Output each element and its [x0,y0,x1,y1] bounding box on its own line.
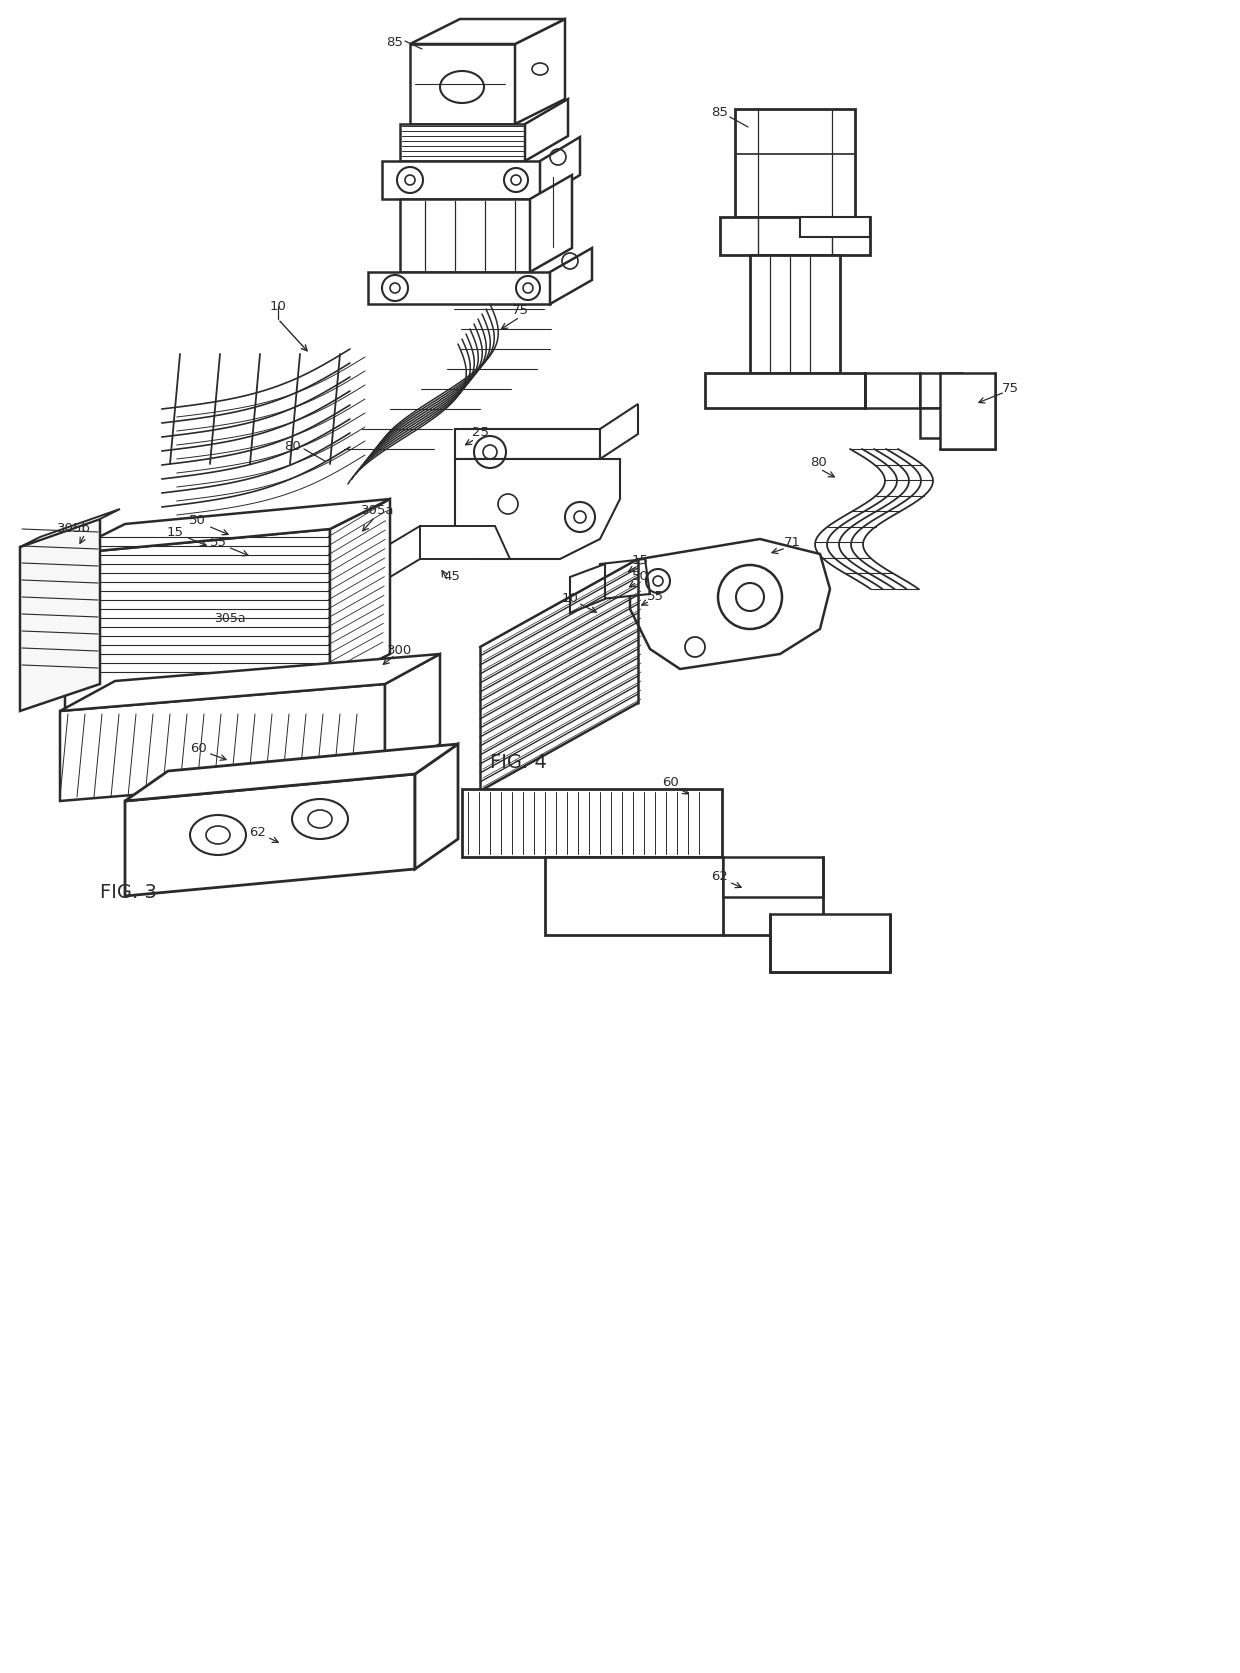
Text: 300: 300 [387,642,413,656]
Polygon shape [410,20,565,45]
Text: 305a: 305a [215,611,246,624]
Bar [735,110,856,217]
Text: FIG. 4: FIG. 4 [490,753,547,771]
Polygon shape [455,460,620,560]
Text: 80: 80 [284,440,300,453]
Bar [920,408,962,438]
Polygon shape [455,430,600,460]
Bar [920,373,962,408]
Text: 50: 50 [188,514,206,527]
Polygon shape [382,162,539,199]
Bar [770,915,890,972]
Text: 62: 62 [712,870,728,883]
Polygon shape [60,654,440,711]
Polygon shape [600,405,639,460]
Bar [750,256,839,373]
Polygon shape [410,45,515,125]
Text: 71: 71 [784,535,801,549]
Polygon shape [60,684,384,801]
Bar [866,373,920,408]
Text: 10: 10 [562,591,578,604]
Text: 60: 60 [662,776,678,790]
Text: 25: 25 [471,425,489,438]
Polygon shape [551,249,591,304]
Text: 62: 62 [249,825,267,838]
Polygon shape [384,654,440,775]
Polygon shape [600,560,650,599]
Polygon shape [64,500,391,555]
Polygon shape [570,565,605,614]
Text: 45: 45 [444,570,460,584]
Polygon shape [420,527,510,560]
Polygon shape [525,100,568,162]
Polygon shape [368,273,551,304]
Bar [546,858,723,935]
Polygon shape [401,199,529,273]
Text: 305a: 305a [361,504,394,517]
Text: 10: 10 [269,301,286,313]
Polygon shape [20,510,120,547]
Text: 15: 15 [166,525,184,539]
Bar [463,790,722,858]
Polygon shape [515,20,565,125]
Text: 55: 55 [210,535,227,549]
Polygon shape [401,125,525,162]
Text: 60: 60 [190,741,206,755]
Text: 85: 85 [387,35,403,49]
Polygon shape [20,520,100,711]
Text: 50: 50 [631,570,649,584]
Polygon shape [125,775,415,897]
Bar [940,373,994,450]
Bar [720,217,870,256]
Text: 85: 85 [712,105,728,119]
Text: 75: 75 [512,303,528,316]
Polygon shape [415,744,458,870]
Polygon shape [330,500,391,684]
Polygon shape [630,540,830,669]
Polygon shape [539,137,580,199]
Text: FIG. 3: FIG. 3 [100,882,157,902]
Text: 55: 55 [646,589,663,602]
Text: 305b: 305b [57,522,91,534]
Bar [800,217,870,238]
Polygon shape [125,744,458,801]
Text: 80: 80 [810,455,826,468]
Polygon shape [529,176,572,273]
Bar [723,858,823,897]
Bar [706,373,866,408]
Text: 75: 75 [1002,381,1018,395]
Text: 15: 15 [631,554,649,565]
Polygon shape [64,530,330,709]
